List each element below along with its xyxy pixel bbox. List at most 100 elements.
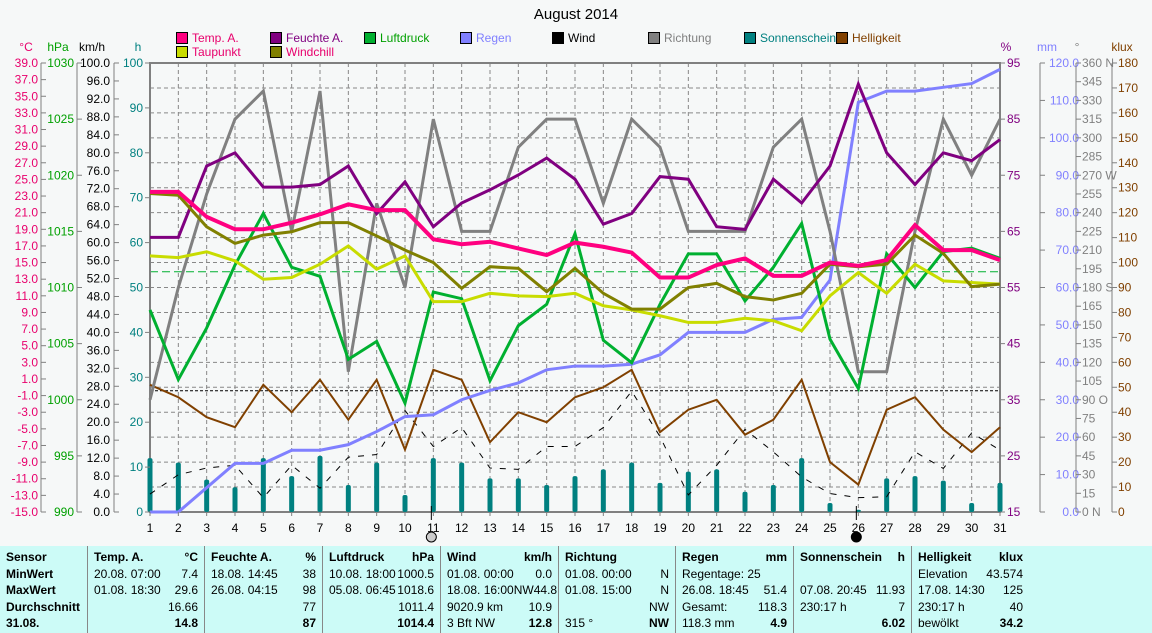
x-tick-label: 30 — [965, 521, 979, 535]
axis-tick-label: -1.0 — [17, 389, 38, 403]
axis-tick-label: 1010 — [47, 281, 74, 295]
legend-item: Wind — [552, 31, 595, 45]
axis-tick-label: 19.0 — [15, 222, 39, 236]
sunshine-bar — [572, 476, 578, 512]
axis-tick-label: 92.0 — [87, 92, 111, 106]
axis-tick-label: 120 — [1118, 206, 1138, 220]
axis-tick-label: 70.0 — [1056, 243, 1080, 257]
stats-value: 4.9 — [770, 616, 787, 631]
x-tick-label: 11 — [427, 521, 440, 535]
stats-header: Helligkeit — [918, 550, 972, 564]
axis-unit-label-sun: h — [135, 40, 142, 54]
stats-value: 12.8 — [528, 616, 552, 631]
axis-tick-label: 55 — [1007, 281, 1021, 295]
axis-tick-label: 72.0 — [87, 182, 111, 196]
stats-header: Temp. A. — [94, 550, 144, 564]
stats-unit: klux — [998, 550, 1023, 564]
sunshine-bar — [345, 485, 351, 512]
sunshine-bar — [969, 503, 975, 512]
legend-swatch — [176, 32, 188, 44]
axis-tick-label: 9.0 — [21, 305, 38, 319]
axis-tick-label: 120.0 — [1049, 56, 1079, 70]
stats-label: 05.08. 06:45 — [329, 583, 396, 598]
axis-tick-label: 12.0 — [87, 451, 111, 465]
stats-label: 07.08. 20:45 — [800, 583, 867, 598]
stats-value: 29.6 — [174, 583, 198, 598]
axis-tick-label: 8.0 — [93, 469, 110, 483]
sunshine-bar — [544, 485, 550, 512]
stats-value: 11.93 — [875, 583, 905, 598]
stats-col-sun: Sonnenschein h 07.08. 20:45 11.93 230:17 h 7 6… — [793, 546, 911, 633]
axis-tick-label: 1000 — [47, 393, 74, 407]
axis-tick-label: 30.0 — [1056, 393, 1080, 407]
stats-value: NW — [649, 616, 669, 631]
axis-tick-label: 160 — [1118, 106, 1138, 120]
axis-tick-label: 3.0 — [21, 355, 38, 369]
legend-label: Regen — [476, 31, 512, 45]
stats-header: Richtung — [565, 550, 617, 564]
sunshine-bar — [884, 478, 890, 512]
sunshine-bar — [629, 462, 635, 512]
axis-tick-label: 90 — [1118, 281, 1132, 295]
legend-item: Taupunkt — [176, 45, 241, 59]
axis-tick-label: 84.0 — [87, 128, 111, 142]
axis-tick-label: 105 — [1082, 374, 1102, 388]
x-tick-label: 26 — [852, 521, 866, 535]
legend-item: Regen — [460, 31, 511, 45]
axis-tick-label: 135 — [1082, 337, 1102, 351]
stats-label: bewölkt — [918, 616, 959, 631]
axis-tick-label: 360 N — [1082, 56, 1114, 70]
axis-tick-label: 33.0 — [15, 106, 39, 120]
axis-tick-label: 100 — [1118, 256, 1138, 270]
series-line-helligkeit — [149, 368, 1001, 487]
stats-label: Elevation — [918, 566, 968, 581]
axis-tick-label: 90 — [130, 101, 144, 115]
axis-tick-label: 85 — [1007, 112, 1021, 126]
stats-row-label: MinWert — [6, 566, 54, 581]
stats-col-dir: Richtung 01.08. 00:00 N 01.08. 15:00 N NW 315… — [558, 546, 675, 633]
legend-swatch — [364, 32, 376, 44]
axis-tick-label: -5.0 — [17, 422, 38, 436]
axis-tick-label: 75 — [1007, 168, 1021, 182]
stats-value: 125 — [1002, 583, 1023, 598]
stats-unit: km/h — [523, 550, 552, 564]
series-line-feuchte-a — [150, 79, 1001, 239]
stats-label: 230:17 h — [800, 599, 847, 614]
legend-label: Wind — [568, 31, 596, 45]
x-tick-label: 23 — [767, 521, 781, 535]
x-tick-label: 19 — [653, 521, 667, 535]
axis-tick-label: -13.0 — [11, 488, 39, 502]
axis-tick-label: 0.0 — [1062, 505, 1079, 519]
axis-tick-label: -9.0 — [17, 455, 38, 469]
axis-tick-label: 40.0 — [1056, 355, 1080, 369]
axis-tick-label: 100.0 — [80, 56, 110, 70]
sunshine-bar — [459, 462, 465, 512]
series-line-wind — [149, 390, 1001, 499]
stats-label: 01.08. 00:00 — [447, 566, 514, 581]
axis-tick-label: 150 — [1082, 318, 1102, 332]
axis-tick-label: -3.0 — [17, 405, 38, 419]
axis-tick-label: -15.0 — [11, 505, 39, 519]
x-tick-label: 6 — [288, 521, 295, 535]
sunshine-bar — [940, 480, 946, 512]
sunshine-bar — [657, 482, 663, 512]
axis-tick-label: 150 — [1118, 131, 1138, 145]
stats-label: 17.08. 14:30 — [918, 583, 985, 598]
x-tick-label: 31 — [993, 521, 1007, 535]
sunshine-bar — [317, 455, 323, 512]
axis-tick-label: 240 — [1082, 206, 1102, 220]
stats-value: 34.2 — [999, 616, 1023, 631]
x-tick-label: 24 — [795, 521, 809, 535]
axis-tick-label: 24.0 — [87, 397, 111, 411]
legend-swatch — [744, 32, 756, 44]
axis-tick-label: 1025 — [47, 112, 74, 126]
stats-unit: hPa — [411, 550, 434, 564]
stats-col-rain: Regen mm Regentage: 25 26.08. 18:45 51.4 Gesa… — [675, 546, 793, 633]
stats-value: 38 — [302, 566, 316, 581]
axis-tick-label: 40 — [1118, 405, 1132, 419]
axis-tick-label: 20.0 — [1056, 430, 1080, 444]
stats-row-label: Durchschnitt — [6, 599, 81, 614]
sunshine-bar — [402, 494, 408, 512]
axis-tick-label: 170 — [1118, 81, 1138, 95]
axis-tick-label: 5.0 — [21, 339, 38, 353]
